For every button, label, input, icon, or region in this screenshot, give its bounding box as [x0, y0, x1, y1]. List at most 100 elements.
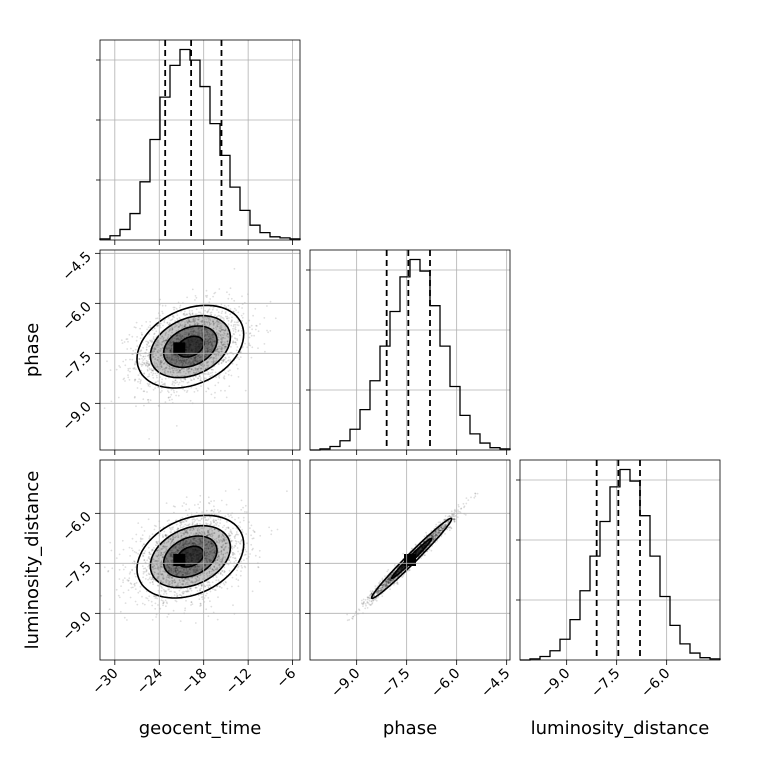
- sample-point: [230, 334, 233, 337]
- sample-point: [165, 557, 168, 560]
- sample-point: [148, 364, 151, 366]
- sample-point: [174, 505, 176, 508]
- sample-point: [196, 313, 198, 316]
- sample-point: [179, 570, 182, 573]
- sample-point: [215, 353, 217, 356]
- sample-point: [223, 583, 226, 586]
- sample-point: [220, 303, 223, 306]
- sample-point: [155, 540, 158, 543]
- sample-point: [221, 559, 224, 561]
- sample-point: [185, 590, 188, 593]
- sample-point: [161, 547, 164, 550]
- sample-point: [195, 308, 198, 311]
- sample-point: [177, 569, 180, 572]
- sample-point: [201, 332, 204, 335]
- sample-point: [236, 367, 239, 370]
- sample-point: [136, 387, 139, 389]
- sample-point: [177, 546, 180, 549]
- sample-point: [210, 513, 213, 516]
- sample-point: [199, 379, 202, 381]
- sample-point: [179, 524, 182, 527]
- sample-point: [213, 353, 216, 356]
- sample-point: [185, 531, 188, 534]
- sample-point: [180, 534, 183, 537]
- sample-point: [126, 338, 129, 340]
- sample-point: [168, 575, 171, 577]
- sample-point: [246, 557, 248, 560]
- sample-point: [152, 578, 155, 581]
- sample-point: [192, 542, 194, 544]
- sample-point: [259, 323, 261, 325]
- sample-point: [145, 568, 148, 571]
- sample-point: [147, 599, 150, 602]
- sample-point: [208, 333, 211, 335]
- sample-point: [175, 394, 178, 397]
- sample-point: [194, 369, 197, 371]
- sample-point: [187, 332, 190, 335]
- sample-point: [204, 564, 207, 567]
- sample-point: [160, 343, 163, 345]
- sample-point: [152, 388, 155, 391]
- sample-point: [228, 356, 230, 359]
- sample-point: [163, 371, 166, 374]
- sample-point: [188, 529, 191, 531]
- sample-point: [206, 361, 208, 363]
- sample-point: [227, 333, 229, 336]
- sample-point: [151, 369, 154, 372]
- sample-point: [232, 554, 235, 556]
- sample-point: [178, 363, 181, 365]
- sample-point: [235, 574, 238, 576]
- sample-point: [197, 318, 200, 321]
- sample-point: [220, 354, 222, 357]
- sample-point: [204, 338, 207, 341]
- sample-point: [117, 594, 120, 597]
- marginal-panel-phase: [306, 249, 511, 451]
- sample-point: [216, 541, 219, 543]
- sample-point: [178, 567, 181, 569]
- sample-point: [184, 361, 187, 364]
- sample-point: [205, 353, 208, 356]
- sample-point: [198, 538, 201, 541]
- sample-point: [145, 361, 148, 364]
- sample-point: [226, 340, 229, 343]
- sample-point: [151, 329, 154, 331]
- sample-point: [134, 395, 136, 398]
- sample-point: [153, 560, 156, 563]
- sample-point: [133, 379, 136, 382]
- sample-point: [171, 329, 174, 332]
- sample-point: [204, 585, 207, 587]
- sample-point: [151, 353, 153, 356]
- sample-point: [137, 522, 140, 524]
- sample-point: [220, 539, 222, 541]
- sample-point: [137, 362, 140, 365]
- sample-point: [218, 530, 220, 532]
- sample-point: [221, 546, 223, 549]
- sample-point: [184, 609, 186, 612]
- sample-point: [161, 573, 163, 576]
- sample-point: [170, 350, 173, 352]
- sample-point: [223, 330, 226, 332]
- sample-point: [126, 579, 129, 581]
- sample-point: [151, 369, 153, 372]
- sample-point: [248, 344, 251, 346]
- sample-point: [169, 555, 172, 557]
- sample-point: [175, 574, 178, 576]
- sample-point: [181, 324, 184, 326]
- sample-point: [166, 356, 169, 358]
- sample-point: [170, 579, 173, 582]
- sample-point: [177, 527, 180, 530]
- sample-point: [229, 369, 231, 372]
- sample-point: [222, 358, 225, 361]
- sample-point: [200, 587, 203, 590]
- sample-point: [222, 336, 225, 339]
- sample-point: [214, 353, 216, 356]
- sample-point: [213, 538, 216, 541]
- sample-point: [179, 570, 182, 572]
- sample-point: [129, 367, 131, 370]
- sample-point: [193, 362, 195, 365]
- sample-point: [180, 336, 182, 339]
- sample-point: [198, 537, 201, 540]
- sample-point: [194, 360, 197, 363]
- sample-point: [161, 556, 164, 559]
- sample-point: [153, 348, 156, 351]
